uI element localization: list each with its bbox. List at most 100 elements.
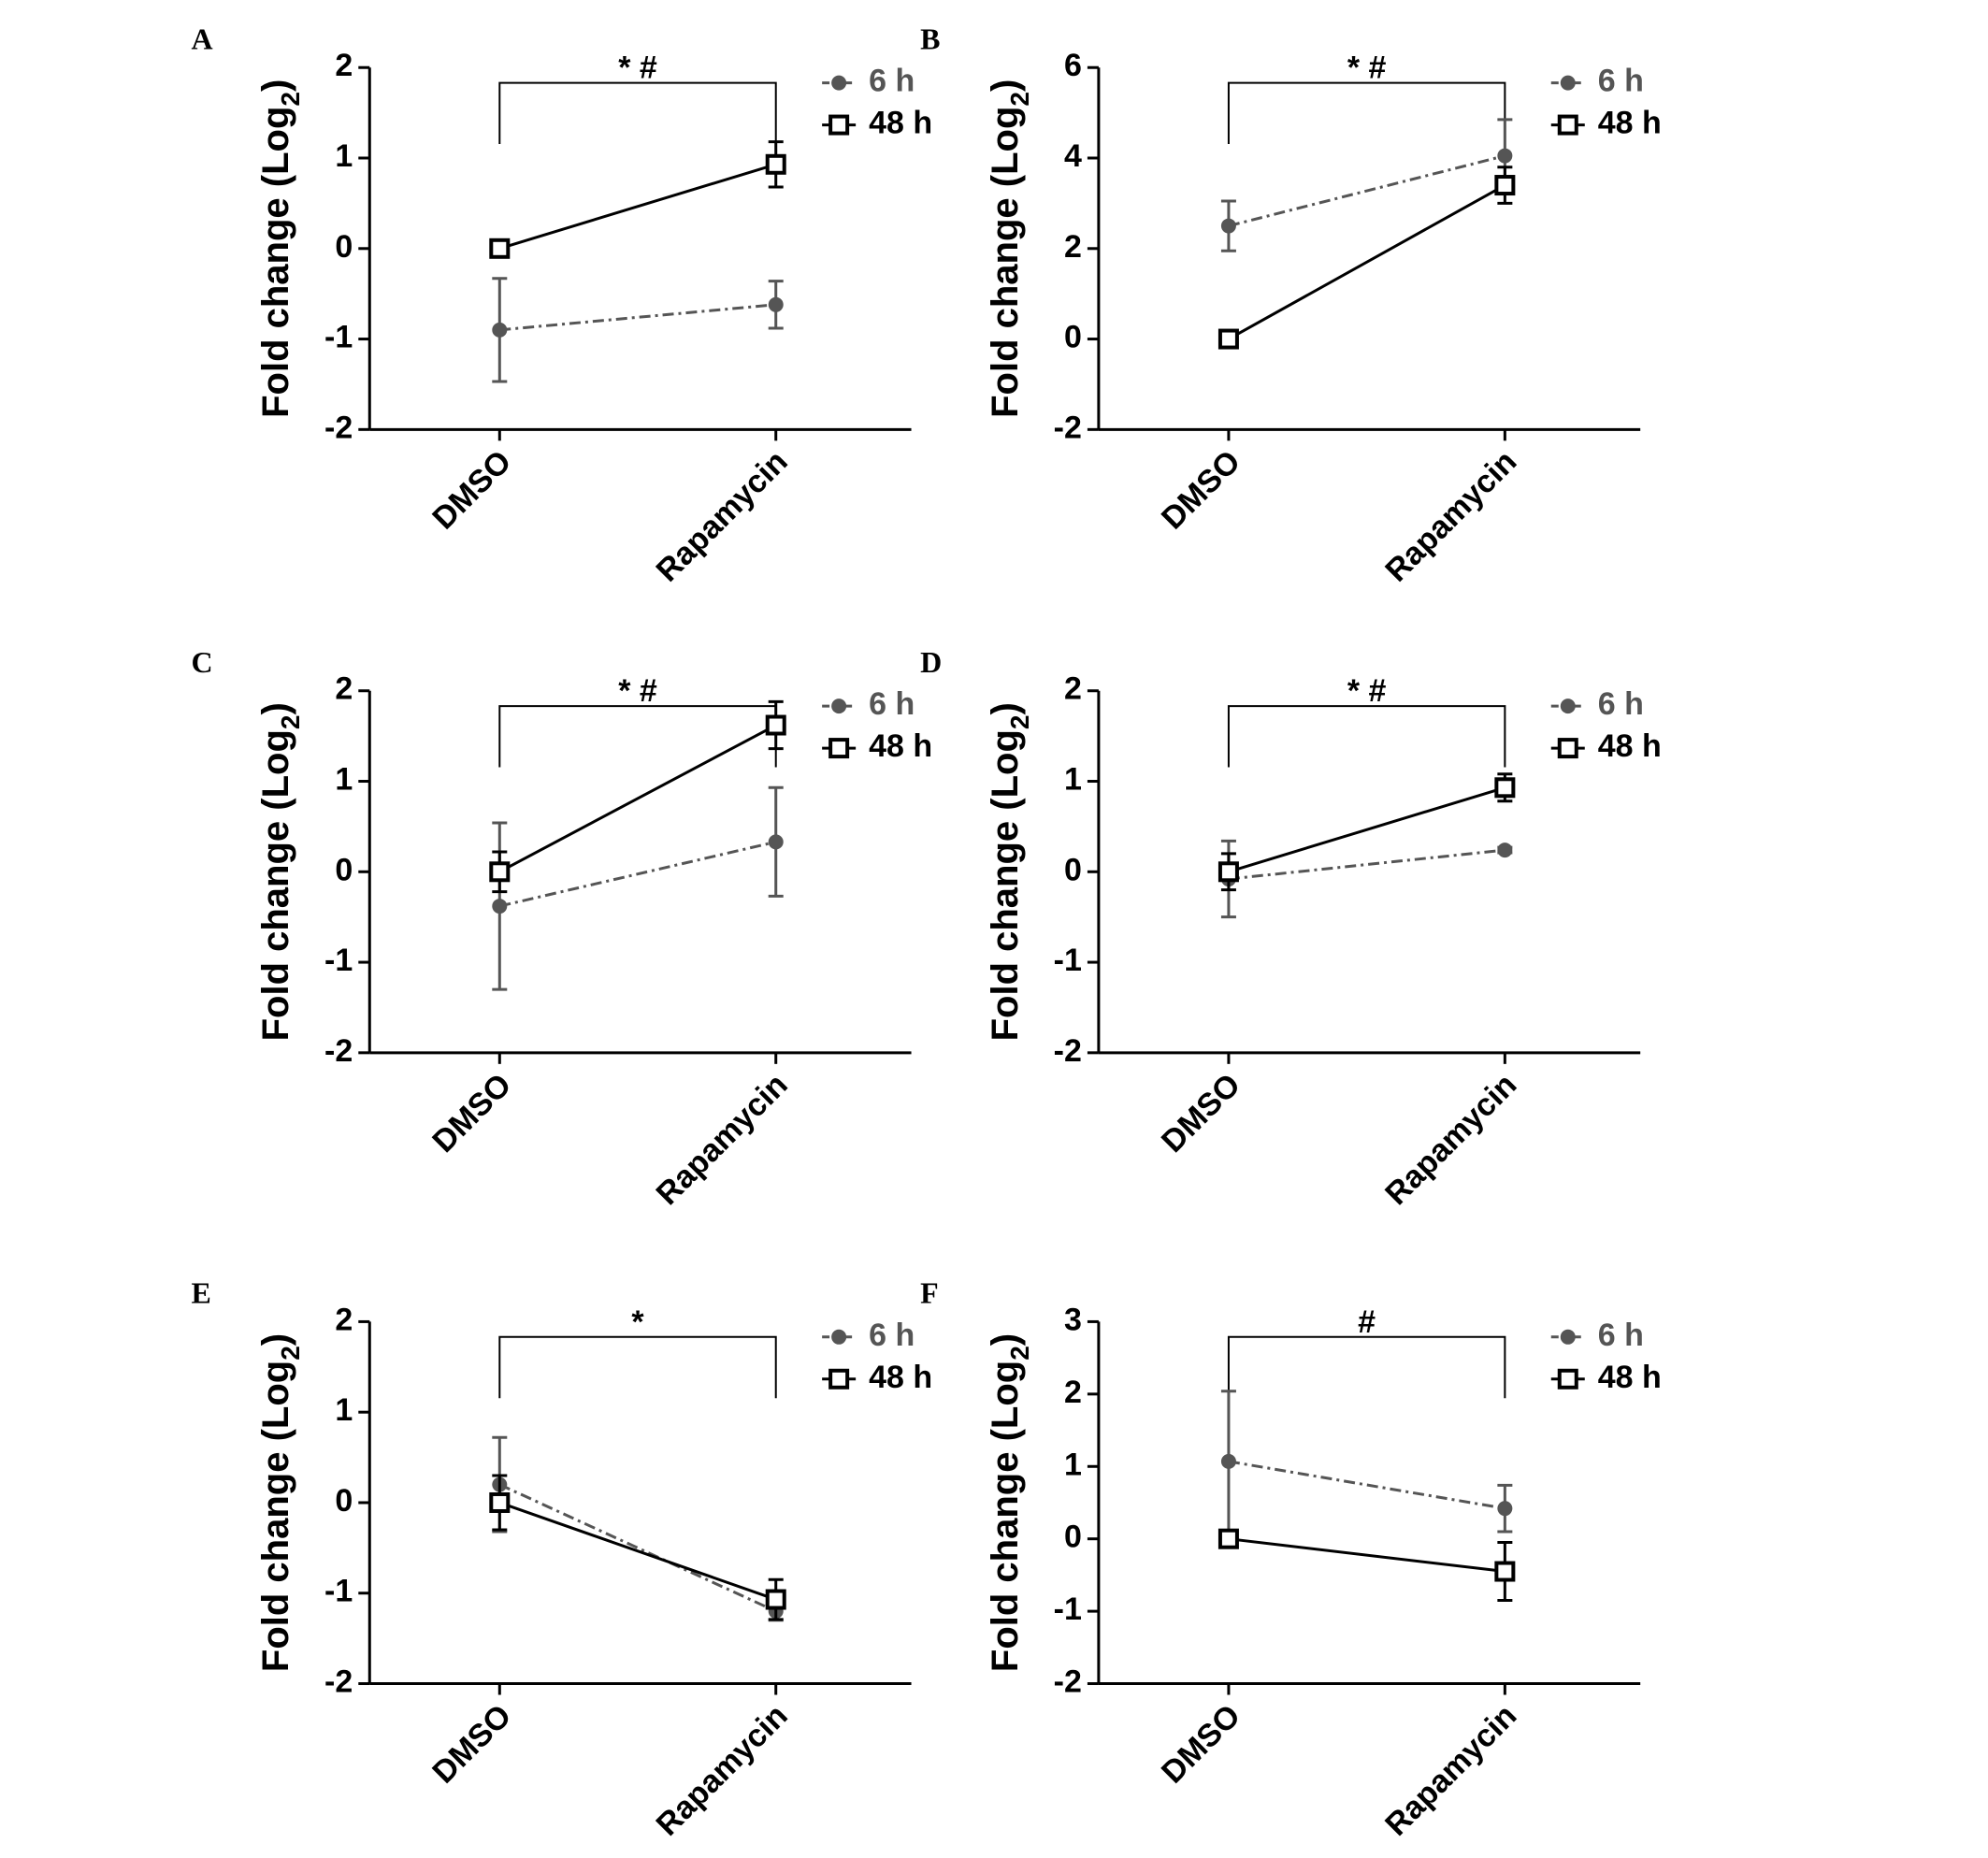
legend-label: 6 h <box>1598 1318 1644 1353</box>
x-tick-label: DMSO <box>1155 443 1247 536</box>
significance-bracket <box>498 1335 777 1399</box>
x-tick-label: DMSO <box>425 1067 518 1159</box>
y-tick-label: -1 <box>1054 1592 1082 1627</box>
x-tick-label: Rapamycin <box>1378 1067 1523 1212</box>
y-tick-label: 2 <box>335 48 353 83</box>
y-label-text: Fold change (Log <box>255 1361 296 1672</box>
annotation: * <box>631 1304 644 1340</box>
y-tick-label: 2 <box>335 671 353 707</box>
legend-marker <box>831 699 847 714</box>
annotation: # <box>1358 1304 1376 1340</box>
panel-letter: A <box>191 22 212 55</box>
point <box>1497 1501 1513 1517</box>
y-tick-label: -1 <box>1054 943 1082 978</box>
significance-bracket <box>1227 1335 1506 1399</box>
y-label-sub: 2 <box>276 715 305 730</box>
point <box>1220 1453 1236 1469</box>
y-tick-label: -2 <box>324 1664 353 1700</box>
y-tick-label: -2 <box>324 410 353 445</box>
legend-marker <box>1560 699 1576 714</box>
series-line <box>1228 1460 1505 1510</box>
significance-bracket <box>1227 705 1506 768</box>
y-tick-label: -2 <box>1054 1033 1082 1069</box>
series-line <box>1228 785 1505 873</box>
y-tick-label: 4 <box>1064 138 1082 174</box>
point <box>492 322 508 338</box>
point <box>768 296 784 312</box>
series-line <box>498 724 777 873</box>
y-label-end: ) <box>255 702 296 714</box>
y-tick-label: 1 <box>335 762 353 798</box>
series-line <box>1228 848 1505 881</box>
point <box>489 861 511 883</box>
y-axis-label: Fold change (Log2) <box>984 79 1033 418</box>
legend-marker <box>828 738 850 759</box>
series-line <box>1228 183 1506 340</box>
legend-marker <box>1560 1329 1576 1345</box>
y-tick-label: -2 <box>1054 1664 1082 1700</box>
panel-letter: C <box>191 645 212 679</box>
point <box>489 1491 511 1513</box>
legend-label: 48 h <box>1598 106 1662 141</box>
y-label-end: ) <box>984 1333 1025 1346</box>
y-tick-label: 0 <box>335 852 353 887</box>
point <box>1497 843 1513 858</box>
legend-label: 6 h <box>869 1318 915 1353</box>
legend-marker <box>828 1368 850 1390</box>
series-line <box>1228 154 1505 228</box>
y-tick-label: 6 <box>1064 48 1082 83</box>
y-tick-label: -1 <box>324 320 353 355</box>
significance-bracket <box>1227 81 1506 145</box>
series-line <box>1228 1537 1505 1574</box>
y-label-end: ) <box>984 79 1025 92</box>
legend-marker <box>1560 75 1576 91</box>
x-tick-label: Rapamycin <box>1378 443 1523 588</box>
y-tick-label: -1 <box>324 1574 353 1609</box>
significance-bracket <box>498 705 777 768</box>
point <box>1494 1561 1516 1582</box>
panel-letter: F <box>920 1276 939 1310</box>
y-label-sub: 2 <box>276 92 305 107</box>
y-tick-label: 2 <box>1064 229 1082 265</box>
x-tick-label: DMSO <box>1155 1067 1247 1159</box>
series-line <box>498 163 777 251</box>
y-label-end: ) <box>984 702 1025 714</box>
point <box>768 834 784 850</box>
x-tick-label: DMSO <box>425 443 518 536</box>
y-tick-label: 1 <box>335 138 353 174</box>
y-label-sub: 2 <box>1005 715 1034 730</box>
annotation: * # <box>618 673 657 709</box>
legend-label: 48 h <box>869 106 932 141</box>
point <box>765 714 786 736</box>
legend-label: 6 h <box>1598 686 1644 722</box>
point <box>492 899 508 915</box>
y-axis-label: Fold change (Log2) <box>984 702 1033 1041</box>
legend-marker <box>1557 738 1578 759</box>
point <box>1217 328 1239 350</box>
legend-label: 48 h <box>869 1360 932 1395</box>
y-tick-label: 0 <box>335 229 353 265</box>
y-axis-label: Fold change (Log2) <box>984 1333 1033 1672</box>
y-tick-label: -2 <box>1054 410 1082 445</box>
y-label-text: Fold change (Log <box>255 107 296 418</box>
x-tick-label: Rapamycin <box>650 443 795 588</box>
point <box>1497 148 1513 164</box>
y-label-sub: 2 <box>276 1346 305 1361</box>
legend-marker <box>831 75 847 91</box>
annotation: * # <box>618 50 657 86</box>
legend-marker <box>831 1329 847 1345</box>
y-tick-label: 2 <box>1064 1375 1082 1410</box>
y-tick-label: 1 <box>1064 762 1082 798</box>
series-line <box>498 1501 777 1601</box>
y-tick-label: 1 <box>1064 1447 1082 1482</box>
y-label-sub: 2 <box>1005 92 1034 107</box>
annotation: * # <box>1347 673 1387 709</box>
y-label-end: ) <box>255 1333 296 1346</box>
legend-label: 48 h <box>869 728 932 764</box>
y-tick-label: 1 <box>335 1392 353 1428</box>
series-line <box>498 1483 777 1613</box>
